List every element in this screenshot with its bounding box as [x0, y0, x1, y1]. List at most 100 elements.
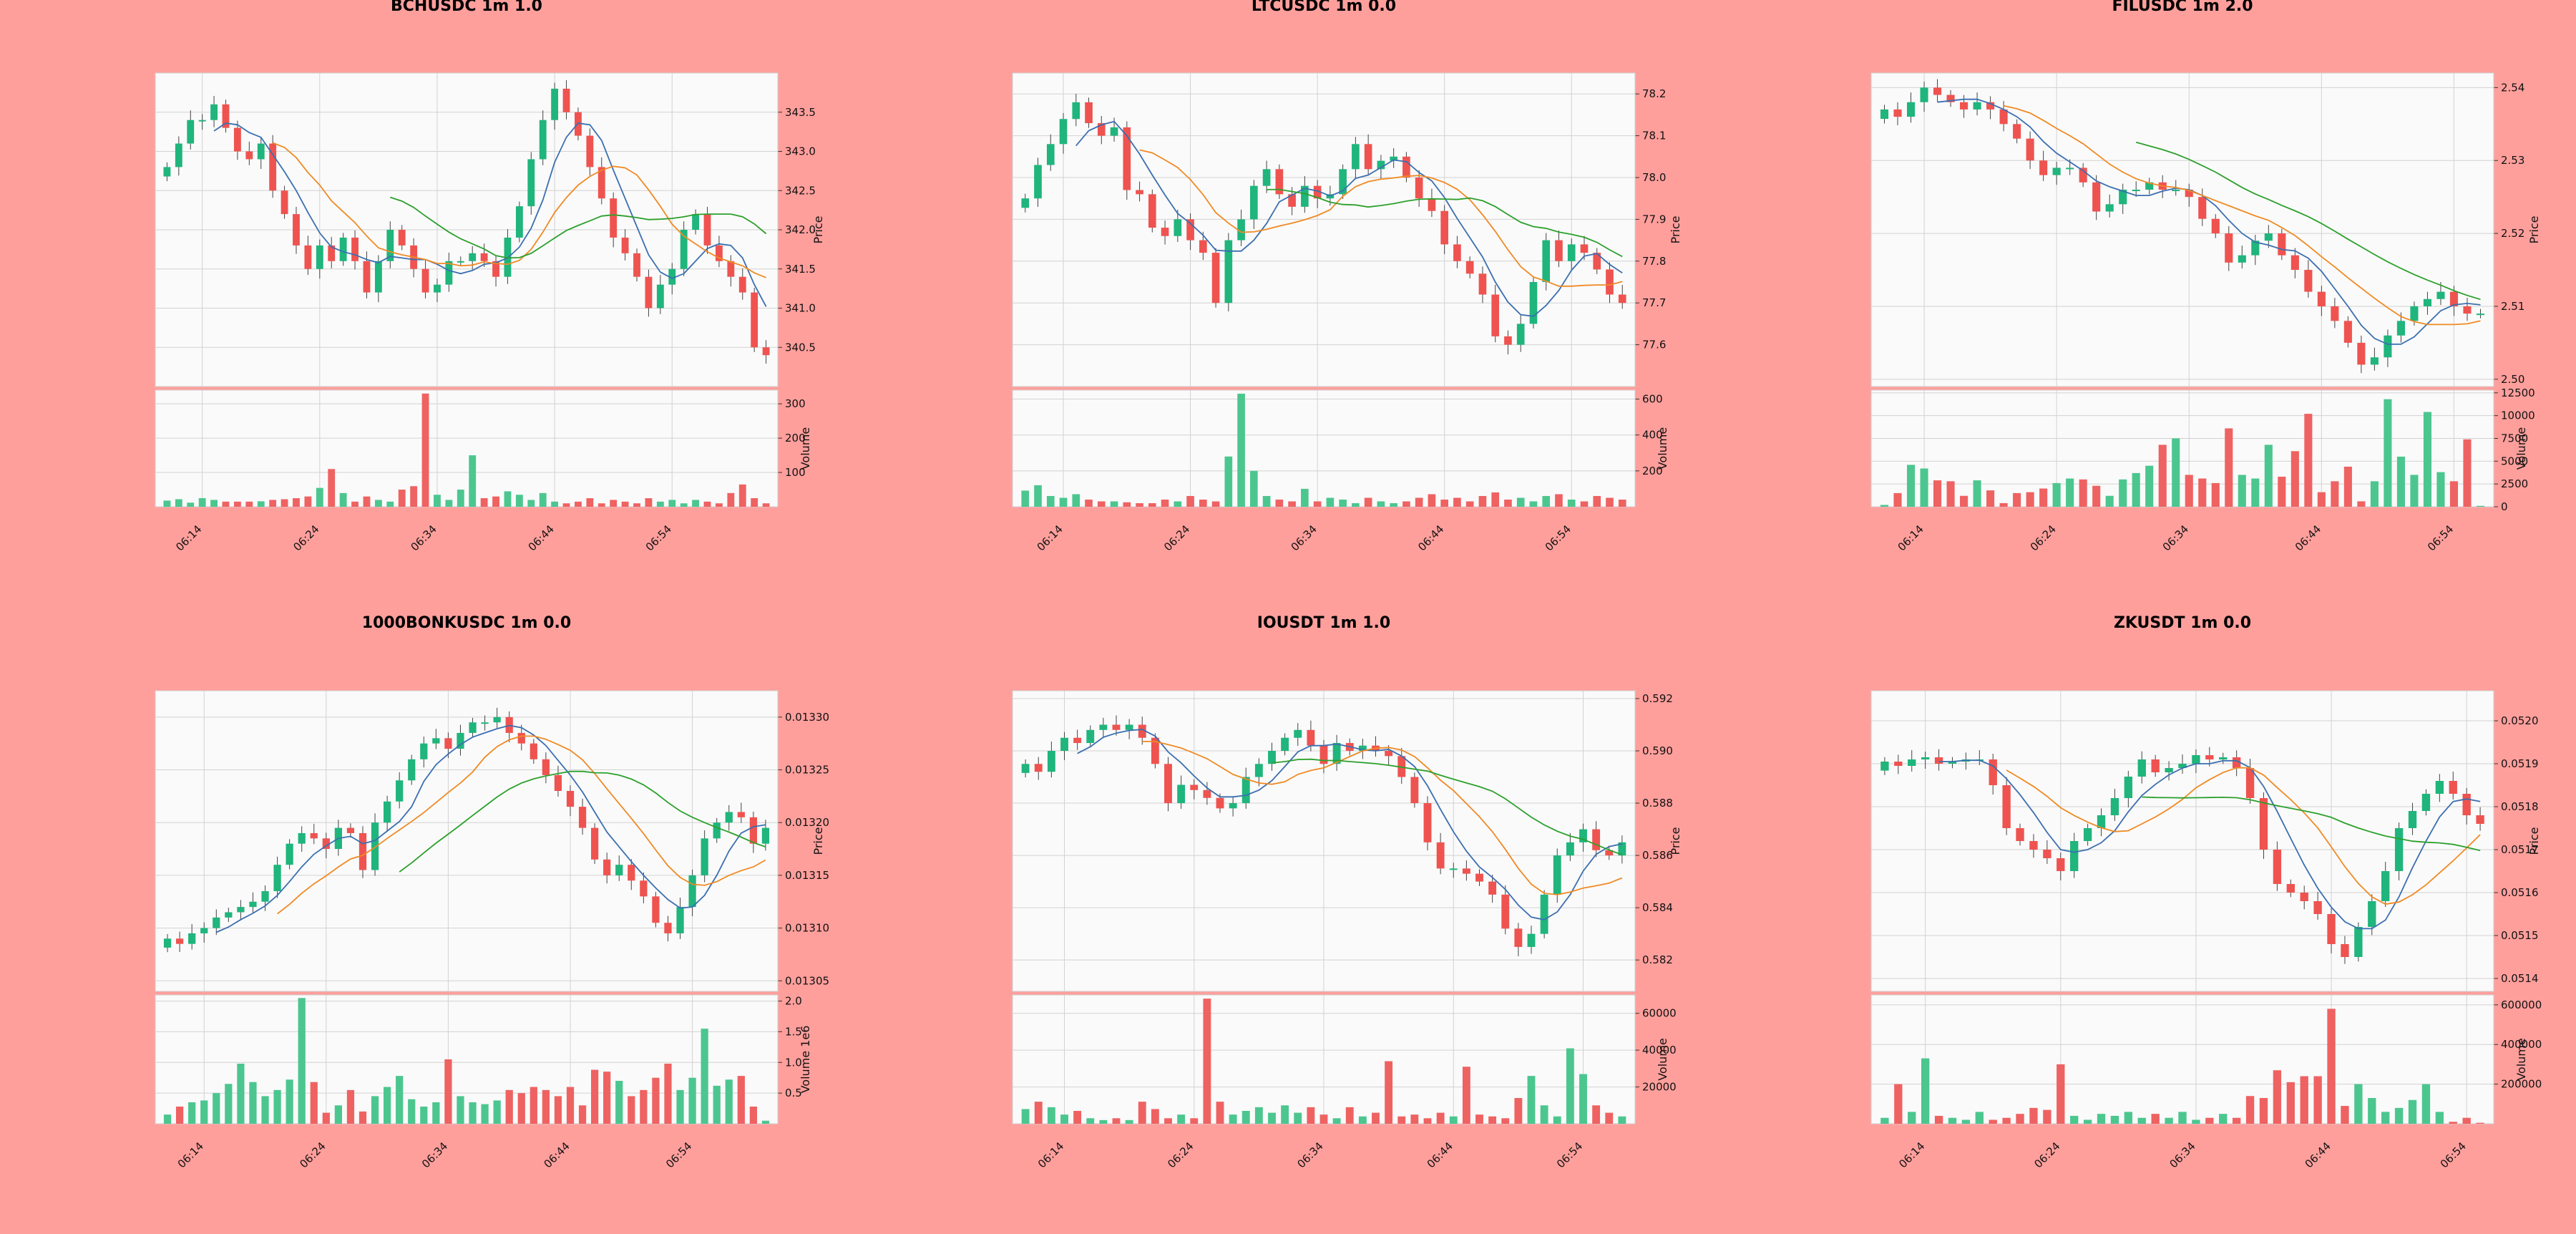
- candle-body: [1073, 737, 1082, 744]
- candle-body: [2016, 828, 2024, 841]
- candle-body: [384, 801, 391, 823]
- candle-body: [2097, 815, 2106, 828]
- volume-axis-label: Volume: [2514, 1038, 2528, 1081]
- candle-body: [280, 190, 288, 215]
- volume-axis-label: Volume 1e6: [799, 1026, 812, 1094]
- candle-body: [1241, 777, 1250, 804]
- price-axis-label: Price: [811, 215, 825, 243]
- candle-body: [261, 891, 269, 902]
- candle-body: [2185, 189, 2193, 198]
- x-tick-label: 06:34: [2167, 1140, 2197, 1170]
- volume-bar: [633, 503, 640, 507]
- candle-body: [1989, 759, 1997, 785]
- candle-body: [257, 143, 265, 160]
- ma-short-line: [1075, 120, 1623, 317]
- candle-body: [1555, 240, 1563, 261]
- volume-bar: [1110, 501, 1118, 507]
- volume-bar: [1553, 1116, 1561, 1124]
- volume-bar: [2178, 1112, 2187, 1124]
- candle-body: [1973, 102, 1981, 110]
- price-tick-label: 77.8: [1642, 255, 1666, 268]
- volume-bar: [1148, 502, 1156, 507]
- candle-body: [2410, 306, 2419, 321]
- price-tick-label: 343.0: [785, 145, 816, 158]
- candle-body: [2172, 189, 2180, 191]
- candle-body: [738, 276, 746, 293]
- candle-body: [2394, 828, 2404, 871]
- candle-body: [1190, 784, 1199, 790]
- candle-body: [1199, 240, 1207, 253]
- volume-bar: [1593, 495, 1601, 507]
- candle-body: [163, 938, 172, 948]
- candle-body: [2290, 255, 2299, 271]
- volume-bar: [2158, 444, 2167, 507]
- candle-body: [1174, 219, 1182, 236]
- x-tick-label: 06:34: [408, 523, 439, 553]
- candle-body: [1224, 240, 1233, 303]
- candle-body: [363, 261, 371, 293]
- price-tick-label: 341.5: [785, 263, 816, 276]
- candle-body: [1099, 724, 1108, 730]
- candle-body: [2381, 871, 2390, 901]
- volume-bar: [1372, 1112, 1380, 1124]
- chart-panel-1: BCHUSDC 1m 1.0 06:14 06:24 06:34 06:44 06:54 3…: [155, 0, 825, 553]
- x-tick-label: 06:24: [2028, 523, 2059, 553]
- candle-body: [2463, 306, 2472, 314]
- candle-body: [761, 827, 770, 844]
- candle-body: [2286, 884, 2295, 893]
- price-plot-area: [1013, 73, 1635, 387]
- volume-bar: [713, 1085, 721, 1124]
- volume-tick-label: 2.0: [785, 995, 802, 1008]
- volume-bar: [237, 1064, 245, 1124]
- ma-short-line: [1938, 759, 2481, 930]
- volume-bar: [2029, 1107, 2038, 1124]
- price-tick-label: 0.0520: [2501, 714, 2539, 727]
- volume-bar: [591, 1069, 599, 1124]
- ma-mid-line: [272, 142, 766, 278]
- volume-bar: [668, 500, 676, 507]
- volume-bar: [445, 500, 453, 507]
- price-frame: [1012, 690, 1636, 992]
- candle-body: [591, 827, 599, 860]
- volume-bar: [603, 1072, 611, 1124]
- price-tick-label: 0.0517: [2501, 843, 2539, 856]
- candle-body: [2368, 901, 2376, 927]
- volume-bar: [2290, 451, 2299, 507]
- volume-bar: [1566, 1048, 1574, 1124]
- candle-body: [2343, 321, 2352, 343]
- candle-body: [1465, 261, 1474, 274]
- volume-bar: [621, 501, 629, 507]
- volume-bar: [2313, 1076, 2322, 1124]
- price-tick-label: 2.50: [2501, 373, 2524, 386]
- candle-body: [554, 774, 562, 791]
- candle-body: [198, 120, 206, 122]
- candle-body: [1402, 156, 1410, 178]
- volume-bar: [1086, 1118, 1095, 1124]
- volume-bar: [551, 501, 559, 507]
- price-tick-label: 0.01330: [785, 711, 829, 724]
- volume-bar: [2368, 1098, 2376, 1124]
- candle-body: [1566, 842, 1574, 856]
- volume-bar: [2057, 1064, 2065, 1124]
- volume-bar: [727, 492, 735, 507]
- candle-body: [225, 912, 233, 918]
- volume-bar: [2070, 1115, 2079, 1124]
- volume-bar: [1428, 494, 1436, 507]
- volume-bar: [2079, 479, 2087, 507]
- candle-body: [2083, 828, 2092, 841]
- candle-body: [1060, 737, 1068, 751]
- candle-body: [2449, 781, 2457, 794]
- volume-bar: [2165, 1117, 2173, 1124]
- volume-bar: [504, 491, 512, 507]
- price-axis-label: Price: [811, 827, 825, 855]
- candle-body: [1920, 87, 1928, 102]
- candle-body: [517, 732, 525, 744]
- volume-bar: [2110, 1115, 2119, 1124]
- candle-body: [1085, 102, 1093, 124]
- volume-bar: [2317, 492, 2326, 507]
- candle-body: [1440, 210, 1448, 245]
- candle-body: [1415, 178, 1423, 199]
- volume-bar: [1136, 502, 1143, 507]
- candle-body: [1580, 244, 1589, 253]
- candle-body: [2354, 927, 2363, 957]
